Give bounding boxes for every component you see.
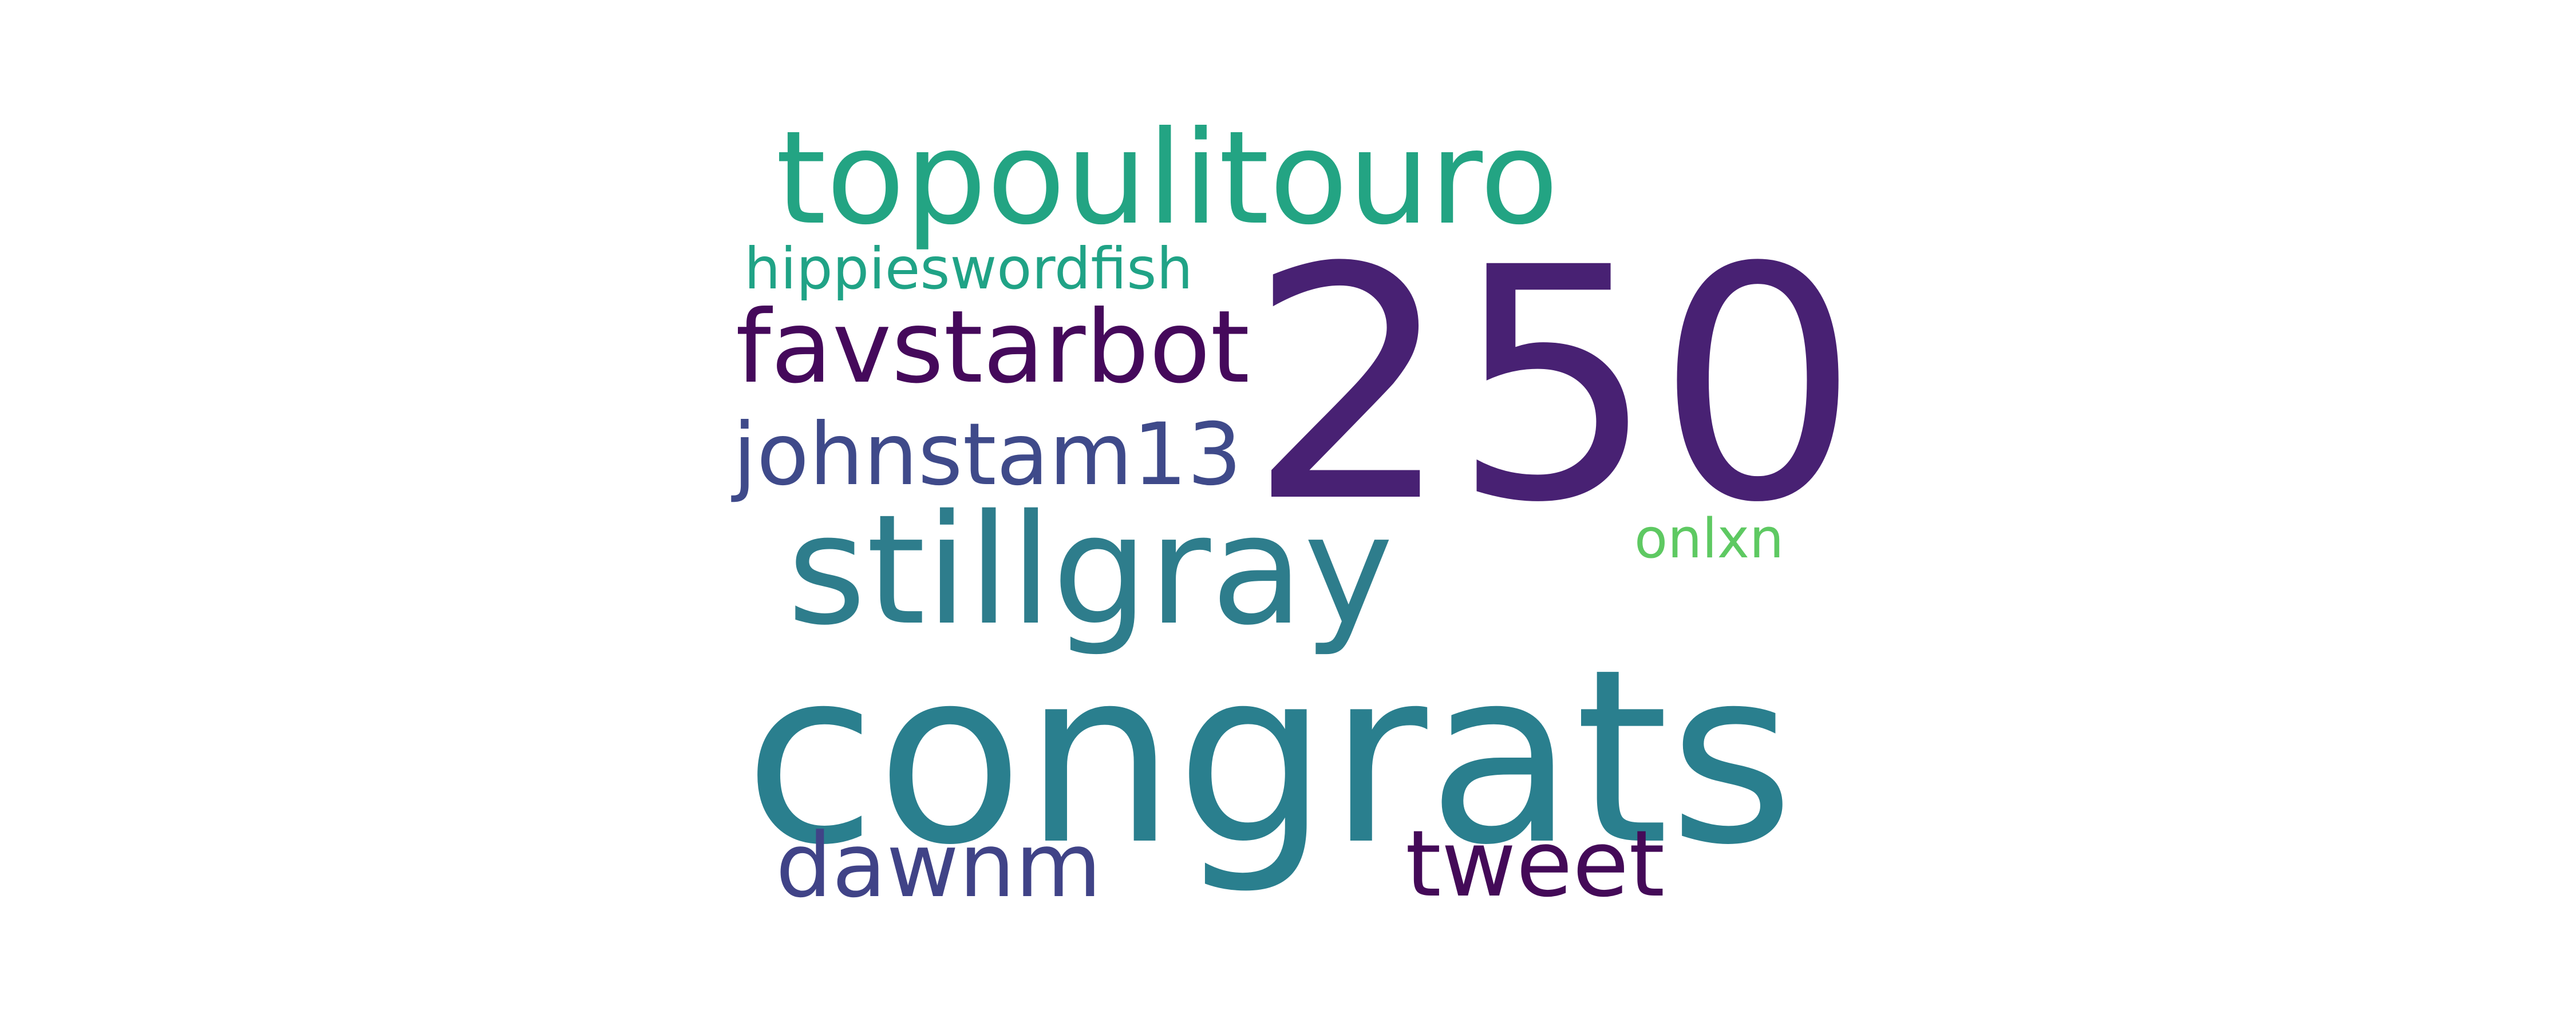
word-favstarbot: favstarbot bbox=[736, 290, 1250, 406]
word-dawnm: dawnm bbox=[776, 814, 1102, 917]
word-congrats: congrats bbox=[744, 618, 1795, 898]
word-hippieswordfish: hippieswordfish bbox=[744, 235, 1193, 302]
word-topoulitouro: topoulitouro bbox=[776, 104, 1559, 253]
word-johnstam13: johnstam13 bbox=[733, 405, 1242, 505]
word-stillgray: stillgray bbox=[787, 482, 1394, 659]
word-tweet: tweet bbox=[1405, 810, 1665, 917]
word-250: 250 bbox=[1248, 200, 1860, 573]
word-onlxn: onlxn bbox=[1634, 508, 1784, 571]
